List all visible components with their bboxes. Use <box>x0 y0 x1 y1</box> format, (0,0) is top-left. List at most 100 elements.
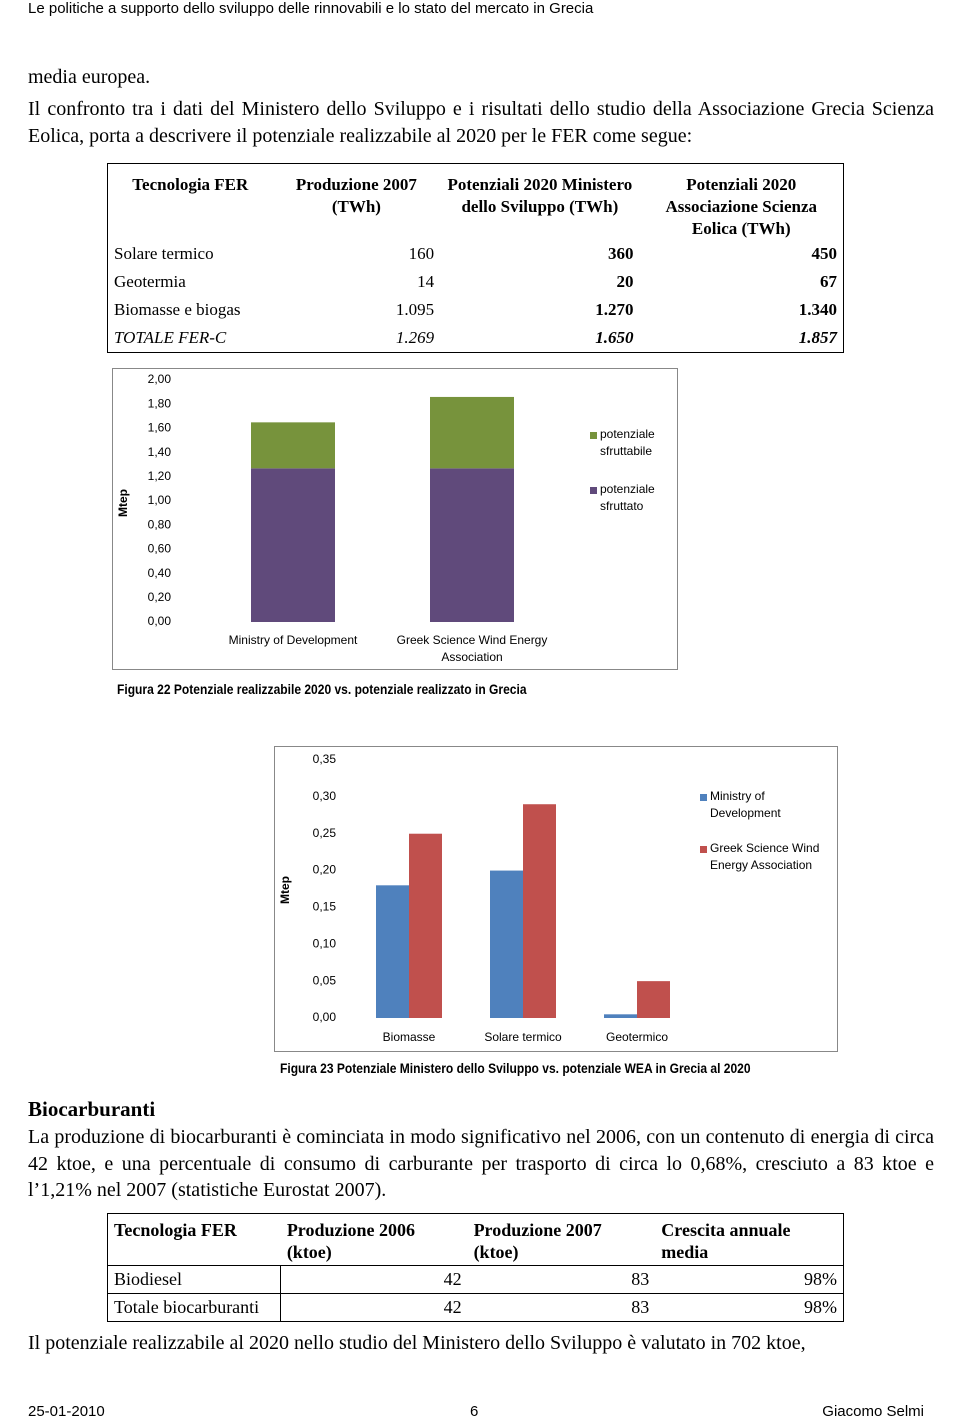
label-box: Solare termico <box>484 1030 562 1044</box>
header-cell: Potenziali 2020 Associazione Scienza Eol… <box>665 175 818 238</box>
label-box: Greek Science Wind Energy Association <box>396 633 548 664</box>
header-cell: Produzione 2006 (ktoe) <box>286 1220 415 1262</box>
label-box: Biomasse <box>383 1030 436 1044</box>
bar <box>430 396 514 469</box>
y-tick-label: 1,20 <box>148 469 172 483</box>
legend-swatch <box>700 846 707 853</box>
footer-author: Giacomo Selmi <box>822 1403 924 1420</box>
cell: 160 <box>408 244 435 263</box>
cell: 42 <box>443 1297 462 1317</box>
cell: 83 <box>631 1269 650 1289</box>
row: Biomasse e biogas 1.095 1.270 1.340 <box>108 296 844 324</box>
footer-date: 25-01-2010 <box>28 1403 105 1420</box>
footer-page: 6 <box>470 1403 479 1420</box>
cell: 20 <box>616 272 634 291</box>
y-axis-label: Mtep <box>278 876 292 904</box>
header-cell: Tecnologia FER <box>114 1220 237 1240</box>
y-axis-label: Mtep <box>116 489 130 517</box>
chart-border <box>274 746 838 1052</box>
row: Biodiesel 42 83 98% <box>107 1265 844 1294</box>
cell: Biodiesel <box>107 1265 282 1294</box>
bar <box>523 804 556 1018</box>
x-tick-label: Solare termico <box>484 1030 562 1044</box>
paragraph: La produzione di biocarburanti è cominci… <box>28 1126 934 1201</box>
figure-caption: Figura 22 Potenziale realizzabile 2020 v… <box>117 681 527 697</box>
label-box: Ministry of Development <box>228 633 358 647</box>
chart: 0,00 0,20 0,40 0,60 0,80 1,00 1,20 1,40 1,60 1,80… <box>112 368 678 670</box>
label-box: Greek Science Wind Energy Association <box>710 841 820 872</box>
bar <box>430 468 514 622</box>
y-tick-label: 0,40 <box>148 566 172 580</box>
header-cell: Produzione 2007 (TWh) <box>295 175 417 216</box>
chart-border <box>112 368 678 670</box>
cell: Solare termico <box>114 244 214 263</box>
header-cell: Produzione 2007 (ktoe) <box>473 1220 602 1262</box>
bar <box>637 981 670 1018</box>
y-tick-label: 0,10 <box>313 936 337 950</box>
cell: 67 <box>820 272 837 291</box>
y-tick-label: 1,60 <box>148 421 172 435</box>
table-fer: Tecnologia FER Produzione 2007 (TWh) Pot… <box>107 163 844 353</box>
x-tick-label: Ministry of Development <box>228 633 358 647</box>
chart: 0,00 0,05 0,10 0,15 0,20 0,25 0,30 0,35 Mtep Biom… <box>274 746 838 1052</box>
label-box: potenziale sfruttato <box>600 482 655 513</box>
bar <box>490 870 523 1018</box>
x-tick-label: Greek Science Wind Energy Association <box>396 633 548 664</box>
paragraph: media europea. <box>28 66 151 88</box>
figure-caption: Figura 23 Potenziale Ministero dello Svi… <box>280 1060 751 1076</box>
y-tick-label: 0,60 <box>148 542 172 556</box>
label-box: Geotermico <box>605 1030 669 1044</box>
legend-label: Greek Science Wind Energy Association <box>710 841 820 872</box>
cell: 1.340 <box>798 300 837 319</box>
x-tick-label: Geotermico <box>605 1030 669 1044</box>
cell: 1.650 <box>595 328 634 347</box>
row: TOTALE FER-C 1.269 1.650 1.857 <box>108 324 844 353</box>
paragraph: Il confronto tra i dati del Ministero de… <box>28 98 934 147</box>
row: Totale biocarburanti 42 83 98% <box>107 1293 844 1322</box>
bar <box>376 885 409 1018</box>
bar <box>251 468 335 622</box>
y-tick-label: 0,00 <box>313 1010 337 1024</box>
legend-swatch <box>700 794 707 801</box>
y-tick-label: 0,25 <box>313 826 337 840</box>
paragraph: Il potenziale realizzabile al 2020 nello… <box>28 1332 806 1354</box>
cell: TOTALE FER-C <box>114 328 227 347</box>
bar <box>251 422 335 469</box>
cell: Geotermia <box>114 272 186 291</box>
cell: 1.269 <box>395 328 435 347</box>
y-tick-label: 0,35 <box>313 752 337 766</box>
legend-label: potenziale sfruttabile <box>600 427 655 458</box>
cell: 1.857 <box>798 328 837 347</box>
section-heading: Biocarburanti <box>28 1097 156 1121</box>
cell: 450 <box>811 244 838 263</box>
y-tick-label: 0,20 <box>148 590 172 604</box>
running-header: Le politiche a supporto dello sviluppo d… <box>28 0 594 17</box>
y-tick-label: 1,40 <box>148 445 172 459</box>
bar <box>409 833 442 1018</box>
cell: 83 <box>631 1297 650 1317</box>
y-tick-label: 0,30 <box>313 789 337 803</box>
cell: 98% <box>804 1269 837 1289</box>
cell: 42 <box>443 1269 462 1289</box>
header-cell: Crescita annuale media <box>661 1220 791 1262</box>
table-biofuels: Tecnologia FER Produzione 2006 (ktoe) Pr… <box>107 1213 844 1322</box>
header-row: Tecnologia FER Produzione 2007 (TWh) Pot… <box>108 164 844 241</box>
cell: 1.095 <box>395 300 435 319</box>
legend-swatch <box>590 487 597 494</box>
bar <box>604 1014 637 1018</box>
cell: Totale biocarburanti <box>107 1293 282 1322</box>
legend-swatch <box>590 432 597 439</box>
cell: 360 <box>608 244 634 263</box>
label-box: potenziale sfruttabile <box>600 427 655 458</box>
y-tick-label: 0,00 <box>148 614 172 628</box>
y-tick-label: 1,00 <box>148 493 172 507</box>
cell: 98% <box>804 1297 837 1317</box>
y-tick-label: 0,15 <box>313 900 337 914</box>
y-tick-label: 0,80 <box>148 517 172 531</box>
label-box: Ministry of Development <box>710 789 781 820</box>
y-tick-label: 1,80 <box>148 396 172 410</box>
cell: 1.270 <box>595 300 634 319</box>
cell: 14 <box>417 272 435 291</box>
legend-label: Ministry of Development <box>710 789 781 820</box>
